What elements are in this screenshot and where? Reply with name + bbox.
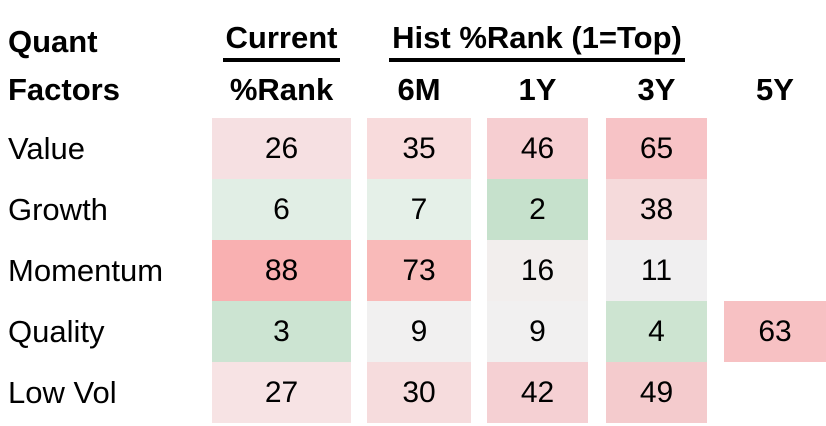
cell-growth-6m: 7 bbox=[367, 179, 471, 240]
cell-quality-5y: 63 bbox=[724, 301, 826, 362]
table-title-line2: Factors bbox=[8, 72, 120, 107]
cell-momentum-5y bbox=[724, 240, 826, 301]
current-group-label: Current bbox=[222, 20, 341, 62]
cell-quality-6m: 9 bbox=[367, 301, 471, 362]
cell-momentum-current: 88 bbox=[212, 240, 351, 301]
cell-low-vol-6m: 30 bbox=[367, 362, 471, 423]
cell-quality-1y: 9 bbox=[487, 301, 588, 362]
cell-value-current: 26 bbox=[212, 118, 351, 179]
col-header-3y: 3Y bbox=[637, 72, 676, 107]
cell-momentum-3y: 11 bbox=[606, 240, 707, 301]
cell-growth-current: 6 bbox=[212, 179, 351, 240]
cell-quality-3y: 4 bbox=[606, 301, 707, 362]
row-label-momentum: Momentum bbox=[8, 252, 164, 288]
cell-low-vol-3y: 49 bbox=[606, 362, 707, 423]
cell-growth-3y: 38 bbox=[606, 179, 707, 240]
hist-group-header: Hist %Rank (1=Top) bbox=[367, 0, 707, 62]
cell-momentum-6m: 73 bbox=[367, 240, 471, 301]
cell-value-1y: 46 bbox=[487, 118, 588, 179]
row-label-low-vol: Low Vol bbox=[8, 374, 117, 410]
cell-low-vol-current: 27 bbox=[212, 362, 351, 423]
col-header-6m: 6M bbox=[397, 72, 441, 107]
cell-value-6m: 35 bbox=[367, 118, 471, 179]
col-header-1y: 1Y bbox=[518, 72, 557, 107]
row-label-value: Value bbox=[8, 130, 85, 166]
col-header-percent-rank: %Rank bbox=[229, 72, 334, 107]
cell-value-5y bbox=[724, 118, 826, 179]
cell-low-vol-1y: 42 bbox=[487, 362, 588, 423]
row-label-quality: Quality bbox=[8, 313, 105, 349]
hist-group-label: Hist %Rank (1=Top) bbox=[389, 20, 685, 62]
table-title-line1: Quant bbox=[8, 24, 98, 59]
row-label-growth: Growth bbox=[8, 191, 108, 227]
cell-momentum-1y: 16 bbox=[487, 240, 588, 301]
cell-value-3y: 65 bbox=[606, 118, 707, 179]
cell-quality-current: 3 bbox=[212, 301, 351, 362]
cell-low-vol-5y bbox=[724, 362, 826, 423]
current-group-header: Current bbox=[212, 0, 351, 62]
cell-growth-5y bbox=[724, 179, 826, 240]
col-header-5y: 5Y bbox=[756, 72, 794, 107]
cell-growth-1y: 2 bbox=[487, 179, 588, 240]
